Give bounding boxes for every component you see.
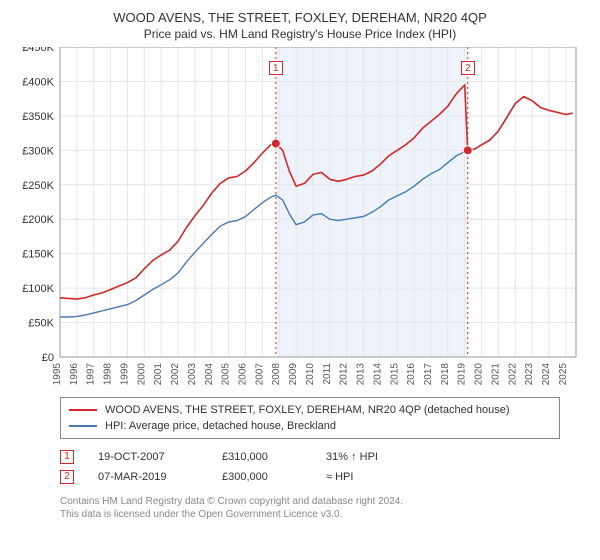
svg-text:2015: 2015 xyxy=(389,363,400,386)
titles-block: WOOD AVENS, THE STREET, FOXLEY, DEREHAM,… xyxy=(12,10,588,41)
svg-text:£300K: £300K xyxy=(22,145,54,157)
svg-text:£350K: £350K xyxy=(22,111,54,123)
sale-date: 19-OCT-2007 xyxy=(98,447,198,467)
footer-note: Contains HM Land Registry data © Crown c… xyxy=(60,495,588,521)
svg-text:2003: 2003 xyxy=(187,363,198,386)
svg-text:1996: 1996 xyxy=(69,363,80,386)
legend-row-0: WOOD AVENS, THE STREET, FOXLEY, DEREHAM,… xyxy=(69,402,551,418)
svg-text:2004: 2004 xyxy=(204,363,215,386)
svg-text:£450K: £450K xyxy=(22,47,54,54)
svg-text:2009: 2009 xyxy=(288,363,299,386)
sales-table: 1 19-OCT-2007 £310,000 31% ↑ HPI 2 07-MAR-201… xyxy=(60,447,588,487)
svg-text:1999: 1999 xyxy=(119,363,130,386)
svg-text:2018: 2018 xyxy=(440,363,451,386)
sale-diff: ≈ HPI xyxy=(326,467,416,487)
svg-text:2022: 2022 xyxy=(507,363,518,386)
svg-text:1995: 1995 xyxy=(52,363,63,386)
sale-marker-1: 1 xyxy=(269,61,283,75)
footer-line-2: This data is licensed under the Open Gov… xyxy=(60,508,588,521)
svg-text:2013: 2013 xyxy=(356,363,367,386)
svg-text:2006: 2006 xyxy=(237,363,248,386)
svg-text:2016: 2016 xyxy=(406,363,417,386)
svg-text:2014: 2014 xyxy=(372,363,383,386)
sale-price: £300,000 xyxy=(222,467,302,487)
svg-text:£200K: £200K xyxy=(22,214,54,226)
svg-text:1997: 1997 xyxy=(86,363,97,386)
chart-area: £0 £50K £100K £150K £200K £250K £300K £350K £400… xyxy=(12,47,588,391)
sale-price: £310,000 xyxy=(222,447,302,467)
svg-text:2002: 2002 xyxy=(170,363,181,386)
svg-text:£100K: £100K xyxy=(22,283,54,295)
svg-text:2020: 2020 xyxy=(474,363,485,386)
svg-text:£400K: £400K xyxy=(22,76,54,88)
legend-swatch xyxy=(69,425,97,427)
svg-text:2008: 2008 xyxy=(271,363,282,386)
svg-text:2024: 2024 xyxy=(541,363,552,386)
legend-swatch xyxy=(69,409,97,411)
legend-label: WOOD AVENS, THE STREET, FOXLEY, DEREHAM,… xyxy=(105,402,510,418)
legend-label: HPI: Average price, detached house, Brec… xyxy=(105,418,336,434)
svg-text:2000: 2000 xyxy=(136,363,147,386)
svg-text:£0: £0 xyxy=(42,352,54,364)
svg-text:2010: 2010 xyxy=(305,363,316,386)
svg-text:2021: 2021 xyxy=(490,363,501,386)
legend-box: WOOD AVENS, THE STREET, FOXLEY, DEREHAM,… xyxy=(60,397,560,439)
svg-text:2012: 2012 xyxy=(339,363,350,386)
chart-subtitle: Price paid vs. HM Land Registry's House … xyxy=(12,27,588,41)
chart-title: WOOD AVENS, THE STREET, FOXLEY, DEREHAM,… xyxy=(12,10,588,25)
svg-text:2019: 2019 xyxy=(457,363,468,386)
svg-text:2017: 2017 xyxy=(423,363,434,386)
svg-text:2011: 2011 xyxy=(322,363,333,385)
svg-text:2001: 2001 xyxy=(153,363,164,386)
sale-row-1: 2 07-MAR-2019 £300,000 ≈ HPI xyxy=(60,467,588,487)
svg-text:2005: 2005 xyxy=(221,363,232,386)
svg-text:2007: 2007 xyxy=(254,363,265,386)
chart-container: WOOD AVENS, THE STREET, FOXLEY, DEREHAM,… xyxy=(0,0,600,560)
sale-diff: 31% ↑ HPI xyxy=(326,447,416,467)
sale-marker-icon: 1 xyxy=(60,450,74,464)
sale-marker-icon: 2 xyxy=(60,470,74,484)
footer-line-1: Contains HM Land Registry data © Crown c… xyxy=(60,495,588,508)
svg-text:1998: 1998 xyxy=(103,363,114,386)
svg-text:2023: 2023 xyxy=(524,363,535,386)
sale-marker-2: 2 xyxy=(461,61,475,75)
svg-text:£150K: £150K xyxy=(22,249,54,261)
svg-text:2025: 2025 xyxy=(558,363,569,386)
sale-row-0: 1 19-OCT-2007 £310,000 31% ↑ HPI xyxy=(60,447,588,467)
sale-date: 07-MAR-2019 xyxy=(98,467,198,487)
svg-text:£250K: £250K xyxy=(22,180,54,192)
legend-row-1: HPI: Average price, detached house, Brec… xyxy=(69,418,551,434)
svg-text:£50K: £50K xyxy=(28,318,54,330)
chart-svg: £0 £50K £100K £150K £200K £250K £300K £350K £400… xyxy=(12,47,588,391)
